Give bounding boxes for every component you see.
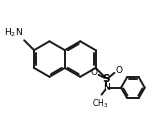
Text: O: O — [116, 66, 123, 75]
Text: S: S — [103, 74, 110, 84]
Text: H$_2$N: H$_2$N — [4, 27, 23, 39]
Text: O: O — [90, 68, 97, 77]
Text: CH$_3$: CH$_3$ — [92, 98, 109, 110]
Text: N: N — [103, 83, 110, 92]
